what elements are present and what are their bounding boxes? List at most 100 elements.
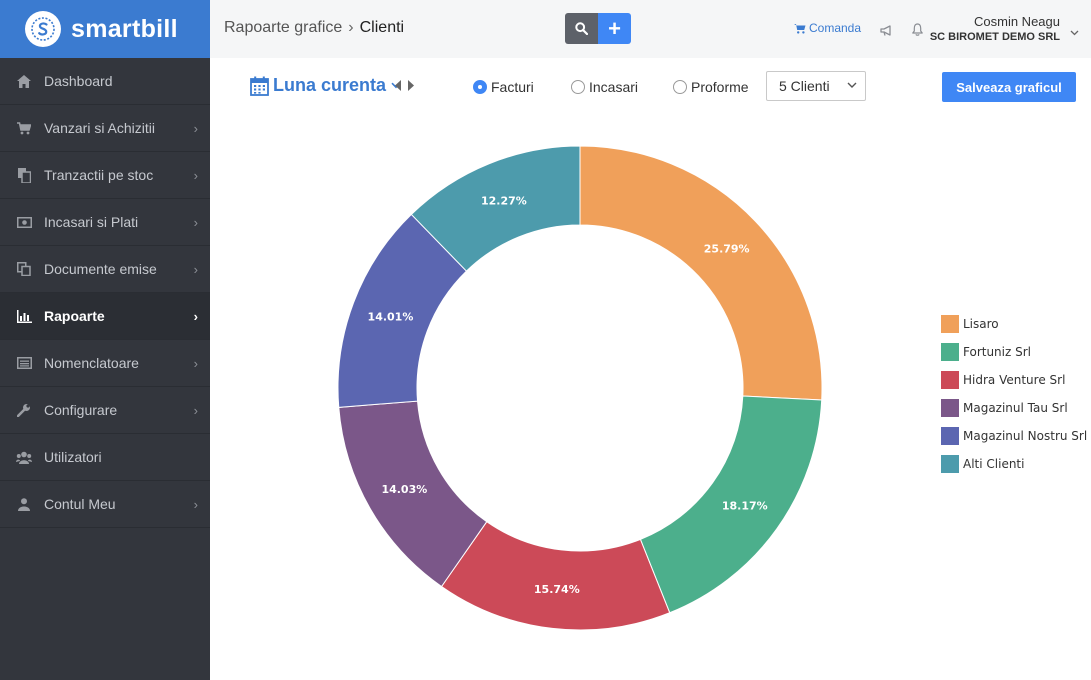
- chart-legend: Lisaro Fortuniz Srl Hidra Venture Srl Magaz…: [941, 310, 1087, 478]
- radio-label: Incasari: [589, 79, 639, 95]
- radio-incasari[interactable]: Incasari: [571, 79, 638, 95]
- slice-value-label: 14.01%: [368, 311, 414, 324]
- breadcrumb-parent[interactable]: Rapoarte grafice: [224, 19, 343, 36]
- radio-button[interactable]: [673, 80, 687, 94]
- legend-item[interactable]: Magazinul Nostru Srl: [941, 422, 1087, 450]
- donut-slice[interactable]: [410, 145, 581, 272]
- radio-button[interactable]: [473, 80, 487, 94]
- slice-value-label: 18.17%: [722, 500, 768, 513]
- brand-name: smartbill: [71, 14, 178, 43]
- cart-icon: [794, 23, 806, 34]
- slice-value-label: 15.74%: [534, 583, 580, 596]
- sidebar-item-dashboard[interactable]: Dashboard: [0, 58, 210, 105]
- slice-value-label: 12.27%: [481, 194, 527, 207]
- top-header: Rapoarte grafice › Clienti + Comanda Cosmi…: [210, 0, 1091, 58]
- sidebar-item-utilizatori[interactable]: Utilizatori: [0, 434, 210, 481]
- megaphone-icon[interactable]: [880, 23, 893, 41]
- sidebar-item-vanzari-si-achizitii[interactable]: Vanzari si Achizitii ›: [0, 105, 210, 152]
- legend-swatch: [941, 343, 959, 361]
- chevron-right-icon: ›: [193, 121, 198, 136]
- chevron-right-icon: ›: [193, 403, 198, 418]
- sidebar-item-tranzactii-pe-stoc[interactable]: Tranzactii pe stoc ›: [0, 152, 210, 199]
- search-button[interactable]: [565, 13, 598, 44]
- list-icon: [16, 355, 32, 371]
- sidebar-item-nomenclatoare[interactable]: Nomenclatoare ›: [0, 340, 210, 387]
- chevron-down-icon: [847, 82, 857, 88]
- sidebar-item-label: Documente emise: [44, 261, 157, 277]
- sidebar-item-contul-meu[interactable]: Contul Meu ›: [0, 481, 210, 528]
- add-button[interactable]: +: [598, 13, 631, 44]
- sidebar-item-label: Configurare: [44, 402, 118, 418]
- next-period-icon[interactable]: [407, 80, 414, 91]
- legend-label: Lisaro: [963, 317, 999, 331]
- legend-label: Hidra Venture Srl: [963, 373, 1066, 387]
- legend-swatch: [941, 315, 959, 333]
- radio-label: Proforme: [691, 79, 749, 95]
- legend-swatch: [941, 399, 959, 417]
- radio-facturi[interactable]: Facturi: [473, 79, 534, 95]
- user-name[interactable]: Cosmin Neagu: [974, 14, 1060, 29]
- user-company[interactable]: SC BIROMET DEMO SRL: [929, 31, 1060, 43]
- sidebar-item-label: Contul Meu: [44, 496, 116, 512]
- sidebar-item-configurare[interactable]: Configurare ›: [0, 387, 210, 434]
- sidebar-item-rapoarte[interactable]: Rapoarte ›: [0, 293, 210, 340]
- sidebar-item-label: Utilizatori: [44, 449, 102, 465]
- legend-label: Fortuniz Srl: [963, 345, 1031, 359]
- legend-item[interactable]: Magazinul Tau Srl: [941, 394, 1087, 422]
- chevron-right-icon: ›: [193, 262, 198, 277]
- save-chart-button[interactable]: Salveaza graficul: [942, 72, 1076, 102]
- breadcrumb: Rapoarte grafice › Clienti: [224, 19, 404, 37]
- sidebar: smartbill Dashboard Vanzari si Achizitii…: [0, 0, 210, 680]
- documents-icon: [16, 261, 32, 277]
- sidebar-item-label: Vanzari si Achizitii: [44, 120, 156, 136]
- legend-swatch: [941, 427, 959, 445]
- copy-icon: [16, 167, 32, 183]
- wrench-icon: [16, 402, 32, 418]
- radio-button[interactable]: [571, 80, 585, 94]
- legend-item[interactable]: Lisaro: [941, 310, 1087, 338]
- search-icon: [575, 22, 588, 35]
- period-label: Luna curenta: [273, 75, 387, 95]
- legend-item[interactable]: Fortuniz Srl: [941, 338, 1087, 366]
- chevron-down-icon[interactable]: [1070, 23, 1079, 41]
- home-icon: [16, 73, 32, 89]
- radio-proforme[interactable]: Proforme: [673, 79, 749, 95]
- legend-swatch: [941, 371, 959, 389]
- legend-swatch: [941, 455, 959, 473]
- sidebar-item-label: Dashboard: [44, 73, 113, 89]
- donut-chart: 25.79% 18.17% 15.74% 14.03% 14.01% 12.27%: [337, 145, 823, 631]
- donut-slice[interactable]: [579, 145, 823, 401]
- cart-icon: [16, 120, 32, 136]
- breadcrumb-current: Clienti: [359, 19, 405, 36]
- legend-label: Magazinul Nostru Srl: [963, 429, 1088, 443]
- slice-value-label: 14.03%: [381, 483, 427, 496]
- sidebar-item-label: Tranzactii pe stoc: [44, 167, 154, 183]
- legend-item[interactable]: Hidra Venture Srl: [941, 366, 1087, 394]
- chevron-right-icon: ›: [193, 215, 198, 230]
- legend-label: Magazinul Tau Srl: [963, 401, 1068, 415]
- money-icon: [16, 214, 32, 230]
- logo[interactable]: smartbill: [0, 0, 210, 58]
- previous-period-icon[interactable]: [395, 80, 402, 91]
- legend-item[interactable]: Alti Clienti: [941, 450, 1087, 478]
- bell-icon[interactable]: [912, 23, 923, 41]
- slice-value-label: 25.79%: [704, 242, 750, 255]
- sidebar-item-incasari-si-plati[interactable]: Incasari si Plati ›: [0, 199, 210, 246]
- chevron-right-icon: ›: [193, 309, 198, 324]
- comanda-label: Comanda: [809, 21, 862, 35]
- chevron-right-icon: ›: [193, 356, 198, 371]
- clients-count-select[interactable]: 5 Clienti: [766, 71, 866, 101]
- chevron-right-icon: ›: [193, 168, 198, 183]
- calendar-icon: [250, 76, 269, 96]
- chevron-right-icon: ›: [193, 497, 198, 512]
- plus-icon: +: [608, 15, 621, 41]
- comanda-link[interactable]: Comanda: [794, 21, 861, 35]
- period-selector[interactable]: Luna curenta: [250, 75, 401, 96]
- breadcrumb-separator: ›: [348, 19, 354, 36]
- sidebar-item-label: Rapoarte: [44, 308, 105, 324]
- radio-label: Facturi: [491, 79, 534, 95]
- sidebar-item-documente-emise[interactable]: Documente emise ›: [0, 246, 210, 293]
- select-value: 5 Clienti: [779, 78, 830, 94]
- sidebar-item-label: Nomenclatoare: [44, 355, 139, 371]
- user-icon: [16, 496, 32, 512]
